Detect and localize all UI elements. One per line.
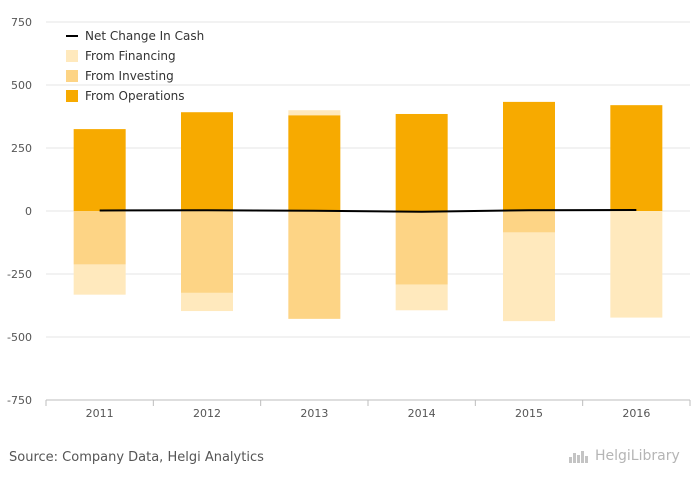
helgi-logo-icon — [569, 451, 588, 463]
legend-swatch-from-operations — [66, 90, 78, 102]
legend-swatch-from-investing — [66, 70, 78, 82]
y-tick-label: 250 — [11, 142, 32, 155]
bar-from-operations-2013 — [288, 115, 341, 211]
legend-label-from-operations: From Operations — [85, 89, 185, 103]
x-tick-label: 2011 — [86, 407, 114, 420]
x-tick-label: 2015 — [515, 407, 543, 420]
y-tick-label: -750 — [7, 394, 32, 407]
bar-from-operations-2016 — [610, 105, 663, 211]
helgi-library-logo: HelgiLibrary — [568, 448, 680, 464]
legend-label-from-financing: From Financing — [85, 49, 176, 63]
x-tick-label: 2013 — [300, 407, 328, 420]
bar-from-investing-2013 — [288, 211, 341, 319]
y-tick-label: 750 — [11, 16, 32, 29]
x-tick-label: 2012 — [193, 407, 221, 420]
logo-text: HelgiLibrary — [595, 448, 680, 464]
legend-label-net-change-in-cash: Net Change In Cash — [85, 29, 204, 43]
bar-from-investing-2014 — [395, 211, 448, 285]
bar-from-investing-2015 — [503, 211, 555, 233]
bar-from-operations-2011 — [73, 129, 126, 211]
bar-from-investing-2012 — [181, 211, 233, 293]
y-tick-label: 500 — [11, 79, 32, 92]
bar-from-financing-2011 — [73, 264, 126, 295]
bar-from-operations-2012 — [181, 112, 233, 211]
bar-from-operations-2015 — [503, 101, 555, 211]
axes: 750 500 250 0 -250 -500 -750 2011 2012 2013 2014 20… — [7, 16, 691, 420]
bar-from-financing-2012 — [181, 292, 233, 312]
bar-from-financing-2013 — [288, 110, 341, 116]
bar-from-financing-2016 — [610, 211, 663, 318]
legend: Net Change In Cash From Financing From Inv… — [66, 29, 204, 103]
legend-label-from-investing: From Investing — [85, 69, 174, 83]
x-tick-label: 2016 — [622, 407, 650, 420]
bar-from-investing-2011 — [73, 211, 126, 265]
bars — [73, 101, 663, 322]
net-change-line — [99, 208, 637, 213]
x-tick-label: 2014 — [408, 407, 436, 420]
bar-from-financing-2015 — [503, 232, 555, 322]
legend-swatch-from-financing — [66, 50, 78, 62]
bar-from-operations-2014 — [395, 113, 448, 211]
source-note: Source: Company Data, Helgi Analytics — [9, 450, 264, 465]
y-tick-label: -250 — [7, 268, 32, 281]
net-change-line-layer — [99, 208, 637, 213]
bar-from-financing-2014 — [395, 284, 448, 311]
y-tick-label: -500 — [7, 331, 32, 344]
y-tick-label: 0 — [25, 205, 32, 218]
